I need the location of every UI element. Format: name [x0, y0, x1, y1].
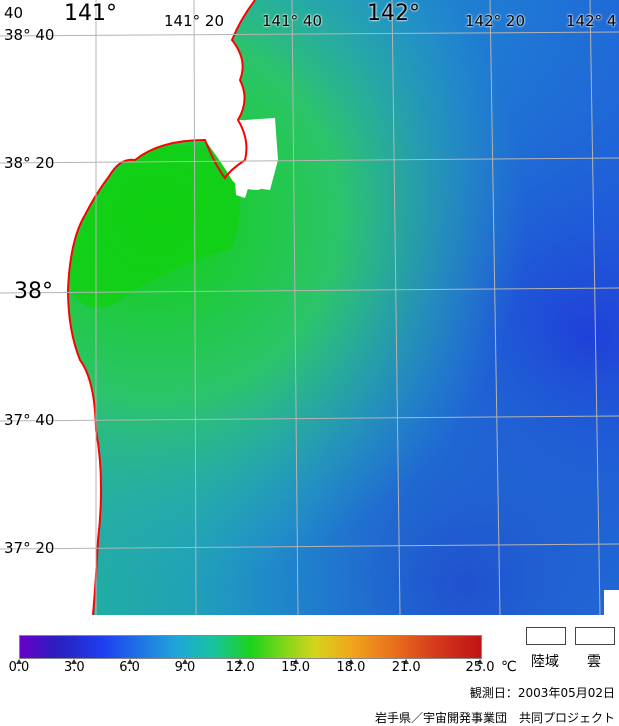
- lat-label-38-40: 38° 40: [4, 26, 55, 44]
- lon-label-141-40: 141° 40: [262, 12, 322, 30]
- colorbar-tick-label: 15.0: [281, 660, 311, 675]
- colorbar-tick-mark: [347, 659, 354, 664]
- colorbar-tick-mark: [237, 659, 244, 664]
- cloud-patch: [604, 590, 619, 615]
- corner-label: 40: [4, 4, 24, 22]
- lon-label-141-20: 141° 20: [164, 12, 224, 30]
- warm-bay-patch: [70, 145, 240, 308]
- colorbar-tick-label: 9.0: [174, 660, 196, 675]
- land-key-label: 陸域: [531, 654, 559, 670]
- colorbar-tick-mark: [71, 659, 78, 664]
- lat-label-37-20: 37° 20: [4, 539, 55, 557]
- colorbar-tick-label: 6.0: [119, 660, 140, 675]
- lon-label-142-20: 142° 20: [465, 12, 525, 30]
- legend-panel: 0.0 3.0 6.0 9.0 12.0 15.0 18.0 21.0 25.0 ℃ 陸域 雲 …: [0, 615, 619, 725]
- colorbar-tick-label: 12.0: [225, 660, 255, 675]
- lon-label-141: 141°: [64, 1, 117, 26]
- cloud-patch: [235, 180, 250, 198]
- lat-label-38-20: 38° 20: [4, 154, 55, 172]
- colorbar-tick-mark: [126, 659, 133, 664]
- lat-lon-grid: [0, 0, 619, 615]
- cloud-patch: [245, 118, 278, 190]
- land-key-swatch: [526, 627, 566, 645]
- map-canvas: [0, 0, 619, 615]
- unit-label: ℃: [501, 659, 517, 675]
- colorbar-tick-label: 21.0: [391, 660, 421, 675]
- temperature-colorbar: [19, 635, 482, 659]
- colorbar-tick-mark: [477, 659, 483, 664]
- cloud-key-label: 雲: [587, 654, 601, 670]
- cloud-key-swatch: [575, 627, 615, 645]
- observation-date: 観測日：2003年05月02日: [469, 686, 615, 700]
- colorbar-tick-mark: [403, 659, 410, 664]
- colorbar-tick-mark: [181, 659, 188, 664]
- lat-label-38: 38°: [14, 279, 53, 304]
- colorbar-tick-mark: [292, 659, 299, 664]
- lat-label-37-40: 37° 40: [4, 411, 55, 429]
- lon-label-142: 142°: [367, 1, 420, 26]
- colorbar-tick-label: 25.0: [465, 660, 495, 675]
- lon-label-142-40: 142° 4: [566, 12, 617, 30]
- colorbar-tick-label: 0.0: [8, 660, 30, 675]
- land-area: [0, 0, 275, 615]
- sst-map: 40 141° 141° 20 141° 40 142° 142° 20 142…: [0, 0, 619, 615]
- colorbar-tick-label: 3.0: [63, 660, 85, 675]
- colorbar-tick-mark: [16, 659, 22, 664]
- colorbar-tick-label: 18.0: [336, 660, 366, 675]
- credit-line: 岩手県／宇宙開発事業団 共同プロジェクト: [374, 711, 615, 725]
